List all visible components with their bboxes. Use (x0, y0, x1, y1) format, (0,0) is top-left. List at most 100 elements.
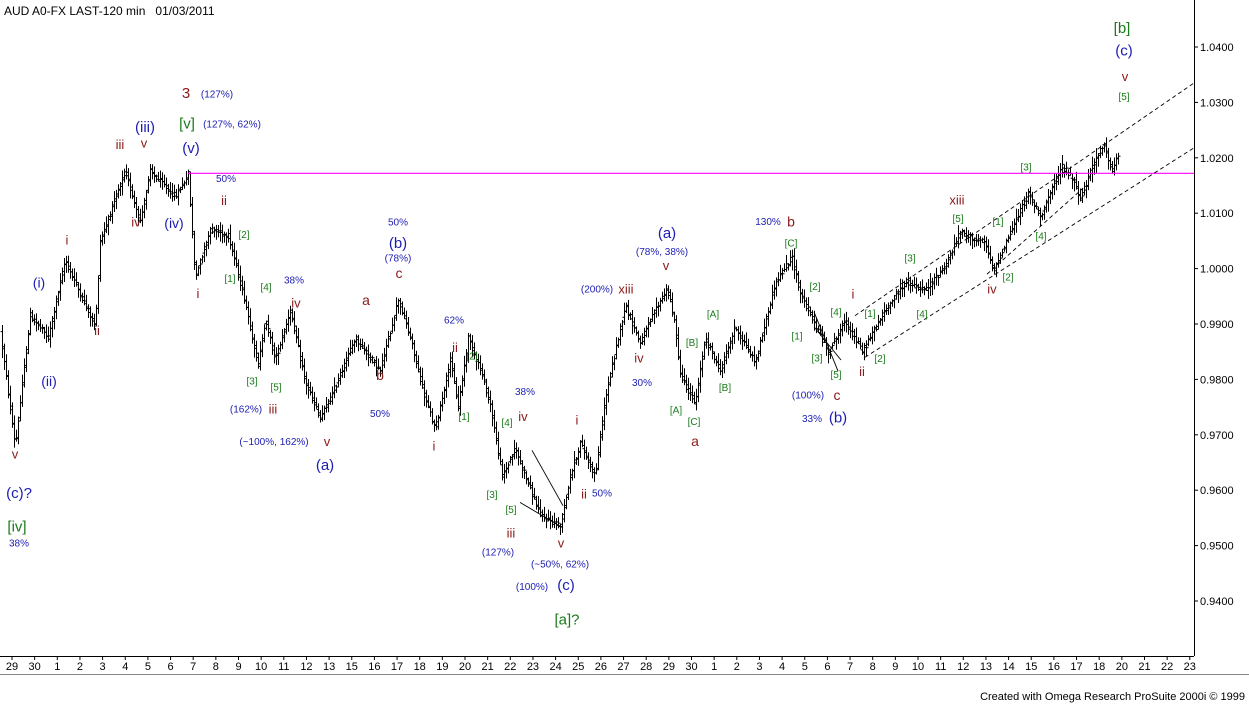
wave-label: 3 (182, 85, 190, 102)
wave-label: [2] (1002, 272, 1013, 283)
x-tick-label: 4 (122, 661, 128, 673)
wave-label: i (66, 232, 69, 247)
channel-line (854, 82, 1195, 317)
x-tick-label: 3 (100, 661, 106, 673)
wave-label: [4] (1035, 231, 1046, 242)
x-tick-label: 7 (847, 661, 853, 673)
wave-label: [a]? (554, 612, 579, 629)
wave-label: v (324, 434, 331, 449)
wave-label: [5] (952, 214, 963, 225)
wave-label: c (834, 387, 841, 403)
x-tick-label: 9 (235, 661, 241, 673)
x-tick-label: 2 (77, 661, 83, 673)
x-axis: 29 30 1 2 3 4 5 6 7 8 9 10 11 12 13 15 16 17 18 19 20 21 22 23 2… (6, 656, 1196, 673)
wave-label: [1] (224, 274, 235, 285)
x-tick-label: 20 (1116, 661, 1128, 673)
x-tick-label: 22 (1161, 661, 1173, 673)
y-tick-label: 0.9600 (1200, 485, 1234, 497)
wave-label: [3] (486, 490, 497, 501)
wave-label: iii (116, 137, 125, 152)
wave-label: b (787, 213, 795, 229)
wave-label: (iii) (135, 119, 155, 136)
wave-label: v (558, 535, 565, 550)
wave-label: 38% (515, 387, 535, 398)
x-tick-label: 26 (595, 661, 607, 673)
x-tick-label: 4 (779, 661, 785, 673)
wave-label: [1] (791, 332, 802, 343)
wave-label: (iv) (164, 215, 183, 231)
wave-label: [4] (830, 307, 841, 318)
wave-label: [2] (466, 352, 477, 363)
wave-label: [2] (238, 230, 249, 241)
x-tick-label: 23 (527, 661, 539, 673)
wave-label: (127%) (201, 90, 233, 101)
wave-label: 30% (632, 378, 652, 389)
x-tick-label: 20 (459, 661, 471, 673)
x-tick-label: 1 (54, 661, 60, 673)
x-tick-label: 11 (935, 661, 946, 673)
x-tick-label: 25 (572, 661, 584, 673)
x-tick-label: 12 (957, 661, 969, 673)
wave-label: [C] (688, 417, 701, 428)
wave-label: a (362, 292, 370, 308)
channel-line (813, 326, 842, 361)
x-tick-label: 18 (414, 661, 426, 673)
wave-label: (78%, 38%) (636, 247, 688, 258)
wave-label: [C] (785, 239, 798, 250)
y-axis: 1.0400 1.0300 1.0200 1.0100 1.0000 0.9900 0.98… (1194, 42, 1234, 608)
x-tick-label: 14 (1002, 661, 1014, 673)
x-tick-label: 10 (912, 661, 924, 673)
wave-label: (ii) (41, 373, 57, 389)
y-tick-label: 1.0300 (1200, 97, 1234, 109)
wave-label: [4] (916, 310, 927, 321)
wave-label: xiii (618, 282, 633, 297)
wave-label: v (141, 135, 148, 150)
wave-label: (~50%, 62%) (531, 559, 589, 570)
x-tick-label: 15 (1025, 661, 1037, 673)
x-tick-label: 21 (1138, 661, 1150, 673)
wave-label: [iv] (7, 518, 26, 535)
y-tick-label: 0.9500 (1200, 541, 1234, 553)
wave-label: [b] (1114, 20, 1131, 37)
wave-label: (100%) (516, 582, 548, 593)
wave-label: [v] (179, 116, 195, 133)
wave-label: ii (94, 323, 100, 338)
wave-label: 50% (370, 409, 390, 420)
x-tick-label: 21 (482, 661, 494, 673)
y-tick-label: 0.9700 (1200, 430, 1234, 442)
wave-label: [3] (1020, 163, 1031, 174)
wave-labels: v(c)?[iv]38%i(i)ii(ii)iii v(iii)iv (iv)(v)… (6, 20, 1133, 629)
channel-line (531, 450, 564, 506)
wave-label: iii (269, 401, 278, 416)
y-tick-label: 0.9800 (1200, 374, 1234, 386)
x-tick-label: 13 (323, 661, 335, 673)
wave-label: (100%) (792, 390, 824, 401)
wave-label: iv (634, 350, 644, 365)
x-tick-label: 8 (870, 661, 876, 673)
x-tick-label: 24 (549, 661, 561, 673)
wave-label: ii (221, 193, 227, 208)
y-tick-label: 0.9400 (1200, 596, 1234, 608)
y-tick-label: 1.0400 (1200, 42, 1234, 54)
x-tick-label: 11 (278, 661, 289, 673)
x-tick-label: 13 (980, 661, 992, 673)
channel-line (986, 187, 1084, 275)
x-tick-label: 5 (802, 661, 808, 673)
wave-label: 38% (9, 538, 29, 549)
wave-label: [A] (670, 405, 682, 416)
x-tick-label: 17 (1070, 661, 1082, 673)
wave-label: xiii (949, 192, 964, 207)
wave-label: [5] (505, 505, 516, 516)
x-tick-label: 10 (255, 661, 267, 673)
wave-label: ii (859, 364, 865, 379)
wave-label: (i) (33, 274, 45, 290)
wave-label: 38% (284, 276, 304, 287)
wave-label: (162%) (230, 404, 262, 415)
wave-label: iv (291, 295, 301, 310)
wave-label: (c) (1115, 43, 1133, 60)
wave-label: (c) (557, 577, 575, 594)
x-tick-label: 30 (29, 661, 41, 673)
wave-label: [1] (458, 412, 469, 423)
